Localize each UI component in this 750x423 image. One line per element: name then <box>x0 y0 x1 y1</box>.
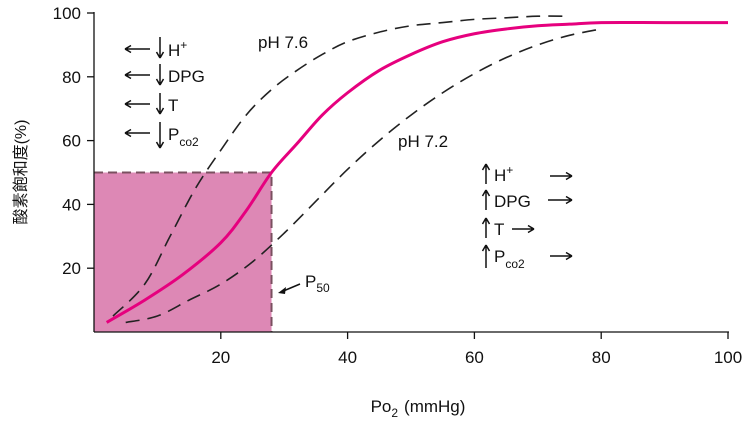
right-shift-annotations: H+ DPG T Pco2 <box>481 163 573 271</box>
up-arrow-icon <box>481 244 491 268</box>
right-arrow-icon <box>512 224 535 234</box>
left-shift-item-pco2: Pco2 <box>124 122 199 149</box>
x-tick-label: 100 <box>714 348 742 367</box>
left-arrow-icon <box>124 99 150 109</box>
svg-text:DPG: DPG <box>494 192 531 211</box>
right-shift-item-t: T <box>481 217 535 239</box>
y-tick-label: 40 <box>62 195 81 214</box>
down-arrow-icon <box>155 93 165 115</box>
y-tick-label: 100 <box>53 4 81 23</box>
p50-guide-line <box>94 171 273 332</box>
right-arrow-icon <box>550 171 573 181</box>
series-curve-0 <box>112 15 570 317</box>
right-arrow-icon <box>550 251 573 261</box>
p50-shaded-region <box>94 172 272 332</box>
down-arrow-icon <box>155 37 165 59</box>
series-label-ph76: pH 7.6 <box>258 33 308 52</box>
x-tick-label: 60 <box>465 348 484 367</box>
y-tick-label: 20 <box>62 259 81 278</box>
up-arrow-icon <box>481 163 491 184</box>
up-arrow-icon <box>481 217 491 238</box>
x-tick-label: 20 <box>211 348 230 367</box>
y-axis-title: 酸素飽和度(%) <box>12 120 30 225</box>
svg-text:Pco2: Pco2 <box>494 247 525 271</box>
x-tick-label: 80 <box>592 348 611 367</box>
right-shift-item-h: H+ <box>481 163 573 185</box>
left-shift-item-dpg: DPG <box>124 64 205 86</box>
left-arrow-icon <box>124 70 150 80</box>
down-arrow-icon <box>155 122 165 149</box>
svg-text:T: T <box>168 96 178 115</box>
svg-text:DPG: DPG <box>168 67 205 86</box>
left-shift-item-h: H+ <box>124 37 187 60</box>
x-tick-label: 40 <box>338 348 357 367</box>
left-arrow-icon <box>124 44 150 54</box>
series-curve-2 <box>125 28 602 324</box>
up-arrow-icon <box>481 189 491 210</box>
svg-text:T: T <box>494 220 504 239</box>
y-tick-label: 80 <box>62 68 81 87</box>
svg-text:H+: H+ <box>168 38 187 60</box>
series-curve-1 <box>105 20 728 324</box>
y-tick-label: 60 <box>62 132 81 151</box>
right-shift-item-dpg: DPG <box>481 189 573 211</box>
right-arrow-icon <box>548 195 573 205</box>
left-shift-item-t: T <box>124 93 178 115</box>
down-arrow-icon <box>155 64 165 86</box>
p50-annotation: P50 <box>278 272 330 295</box>
svg-text:H+: H+ <box>494 163 513 185</box>
left-shift-annotations: H+ DPG T Pco2 <box>124 37 205 149</box>
p50-label: P50 <box>305 272 330 295</box>
series-label-ph72: pH 7.2 <box>398 132 448 151</box>
left-arrow-icon <box>124 128 150 138</box>
right-shift-item-pco2: Pco2 <box>481 244 573 271</box>
x-axis-title: Po2 (mmHg) <box>371 397 466 420</box>
svg-text:Pco2: Pco2 <box>168 125 199 149</box>
